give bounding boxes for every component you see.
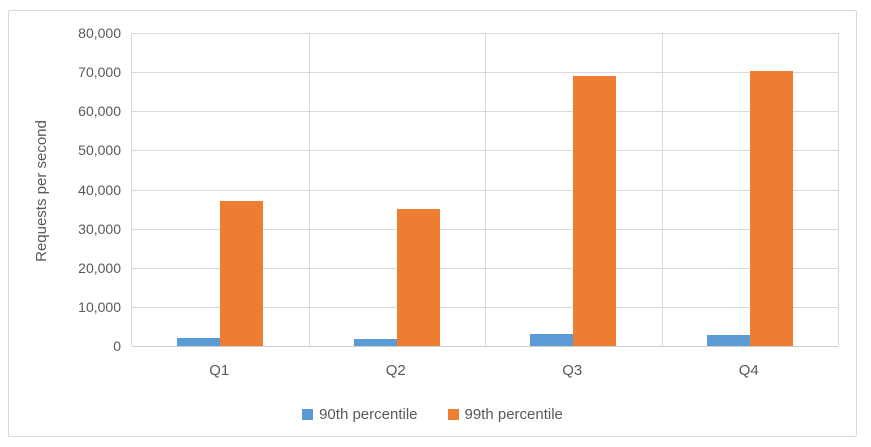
y-tick-label: 10,000: [78, 298, 121, 315]
x-axis-line: [132, 346, 838, 347]
bar-q3-90th[interactable]: [530, 334, 574, 346]
y-tick-label: 0: [113, 338, 121, 354]
y-tick-label: 30,000: [78, 220, 121, 237]
plot-area: [131, 33, 839, 347]
legend-swatch-90th-percentile: [302, 409, 314, 420]
bar-q4-90th[interactable]: [706, 335, 750, 346]
gridline-vertical: [308, 33, 310, 346]
y-tick-label: 70,000: [78, 64, 121, 81]
bar-q4-99th[interactable]: [749, 70, 793, 346]
x-axis-label-q2: Q2: [385, 362, 406, 379]
bar-q2-99th[interactable]: [396, 209, 440, 346]
legend-label-99th-percentile: 99th percentile: [464, 406, 563, 423]
legend-item-90th-percentile[interactable]: 90th percentile: [302, 406, 418, 423]
y-tick-label: 60,000: [78, 103, 121, 120]
legend-item-99th-percentile[interactable]: 99th percentile: [447, 406, 563, 423]
bar-q1-90th[interactable]: [177, 338, 221, 346]
gridline-vertical: [661, 33, 663, 346]
bar-q1-99th[interactable]: [220, 201, 264, 346]
y-tick-label: 40,000: [78, 181, 121, 198]
y-tick-label: 80,000: [78, 25, 121, 41]
chart-frame: Requests per second 90th percentile 99th…: [8, 10, 857, 437]
x-axis-label-q4: Q4: [738, 362, 759, 379]
legend-swatch-99th-percentile: [447, 409, 459, 420]
y-tick-label: 50,000: [78, 142, 121, 159]
gridline-vertical: [485, 33, 486, 346]
legend-label-90th-percentile: 90th percentile: [319, 406, 418, 423]
legend: 90th percentile 99th percentile: [9, 406, 856, 423]
bar-q2-90th[interactable]: [353, 338, 397, 346]
bar-q3-99th[interactable]: [573, 76, 617, 346]
x-axis-label-q1: Q1: [209, 362, 230, 379]
y-tick-label: 20,000: [78, 259, 121, 276]
x-axis-label-q3: Q3: [562, 362, 583, 379]
